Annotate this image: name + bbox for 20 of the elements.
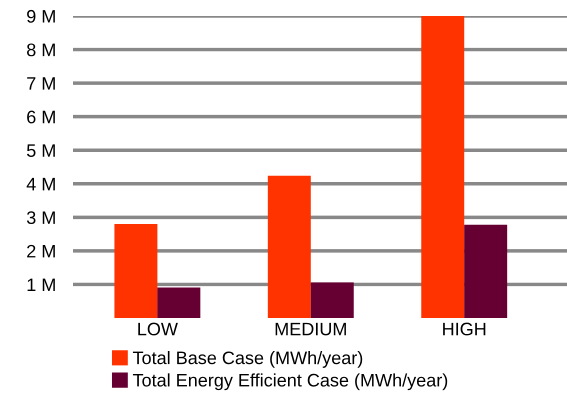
y-tick-label: 4 M	[26, 178, 55, 190]
y-tick-label: 2 M	[27, 244, 55, 258]
bar	[464, 224, 508, 318]
bar	[421, 16, 464, 318]
y-tick-label: 5 M	[26, 144, 55, 157]
y-tick-label: 7 M	[27, 77, 55, 90]
bar	[268, 176, 311, 318]
y-tick-label: 1 M	[28, 278, 55, 291]
y-tick-label: 8 M	[27, 43, 55, 56]
legend-label: Total Base Case (MWh/year)	[132, 350, 362, 368]
bar	[157, 287, 200, 318]
bar	[310, 282, 354, 318]
x-tick-label: HIGH	[443, 322, 486, 336]
x-tick-label: LOW	[138, 322, 178, 336]
y-tick-label: 3 M	[26, 211, 55, 224]
y-tick-label: 6 M	[27, 110, 55, 124]
bar	[114, 224, 158, 318]
y-tick-label: 9 M	[27, 10, 55, 23]
legend-label: Total Energy Efficient Case (MWh/year)	[132, 373, 448, 390]
x-tick-label: MEDIUM	[276, 322, 346, 336]
